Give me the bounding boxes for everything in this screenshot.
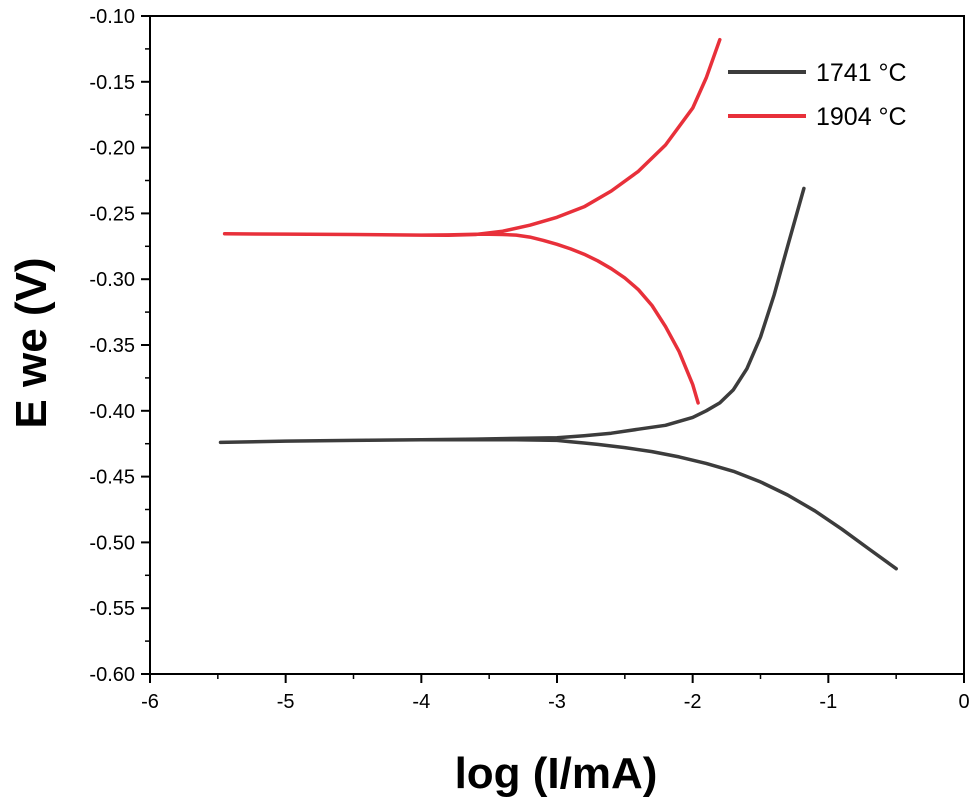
y-tick-label: -0.50: [89, 532, 135, 554]
y-tick-label: -0.35: [89, 335, 135, 357]
legend: 1741 °C 1904 °C: [728, 59, 907, 131]
y-tick-label: -0.30: [89, 269, 135, 291]
plot-frame: [149, 15, 965, 675]
series-line-1: [218, 186, 898, 571]
x-tick-label: -5: [277, 691, 295, 713]
y-tick-label: -0.10: [89, 6, 135, 28]
y-tick-label: -0.15: [89, 72, 135, 94]
y-tick-label: -0.45: [89, 467, 135, 489]
tick-labels: -6 -5 -4 -3 -2 -1 0 -0.60 -0.55 -0.50 -0.45 -0.40 -0…: [89, 6, 969, 713]
x-tick-label: -6: [141, 691, 159, 713]
y-tick-label: -0.55: [89, 598, 135, 620]
x-tick-label: 0: [958, 691, 969, 713]
y-tick-label: -0.40: [89, 401, 135, 423]
y-tick-label: -0.60: [89, 664, 135, 686]
x-tick-label: -4: [412, 691, 430, 713]
x-tick-label: -3: [548, 691, 566, 713]
x-tick-label: -2: [684, 691, 702, 713]
legend-label-2: 1904 °C: [816, 103, 907, 131]
y-tick-label: -0.20: [89, 138, 135, 160]
x-tick-label: -1: [819, 691, 837, 713]
series-line-2: [222, 37, 722, 405]
x-axis-title: log (I/mA): [455, 749, 658, 798]
y-tick-label: -0.25: [89, 203, 135, 225]
series-lines: [218, 37, 898, 571]
legend-label-1: 1741 °C: [816, 59, 907, 87]
y-axis-title: E we (V): [7, 257, 56, 428]
